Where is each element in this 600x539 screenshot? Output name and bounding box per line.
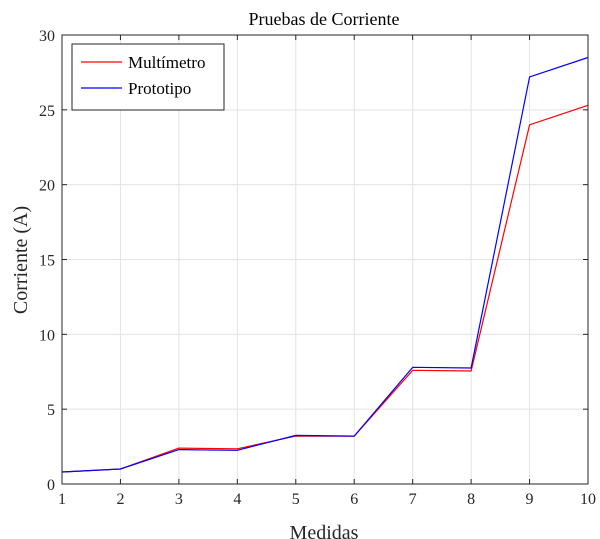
y-tick-label: 0 (47, 477, 55, 494)
legend-label: Prototipo (128, 79, 191, 98)
y-tick-label: 30 (39, 28, 55, 45)
axis-ticks: 1 2 3 4 5 6 7 8 9 10 0 5 10 15 20 25 30 (39, 28, 596, 508)
x-tick-label: 7 (409, 491, 417, 508)
y-tick-label: 20 (39, 178, 55, 195)
x-tick-label: 5 (292, 491, 300, 508)
x-tick-label: 6 (350, 491, 358, 508)
series-layer (61, 56, 589, 473)
series-line (61, 56, 589, 473)
x-tick-label: 8 (467, 491, 475, 508)
x-axis-title: Medidas (290, 522, 359, 539)
legend-box (71, 43, 225, 111)
x-tick-label: 2 (116, 491, 124, 508)
legend: Multímetro Prototipo (71, 43, 225, 111)
x-tick-label: 4 (233, 491, 241, 508)
x-tick-label: 10 (580, 491, 596, 508)
y-tick-label: 15 (39, 253, 55, 270)
y-axis-title: Corriente (A) (10, 206, 32, 314)
y-tick-label: 5 (47, 402, 55, 419)
legend-label: Multímetro (128, 53, 205, 72)
x-tick-label: 1 (58, 491, 66, 508)
x-tick-label: 3 (175, 491, 183, 508)
x-tick-label: 9 (526, 491, 534, 508)
series-line (61, 104, 589, 473)
chart-title: Pruebas de Corriente (249, 9, 400, 29)
y-tick-label: 25 (39, 103, 55, 120)
y-tick-label: 10 (39, 327, 55, 344)
